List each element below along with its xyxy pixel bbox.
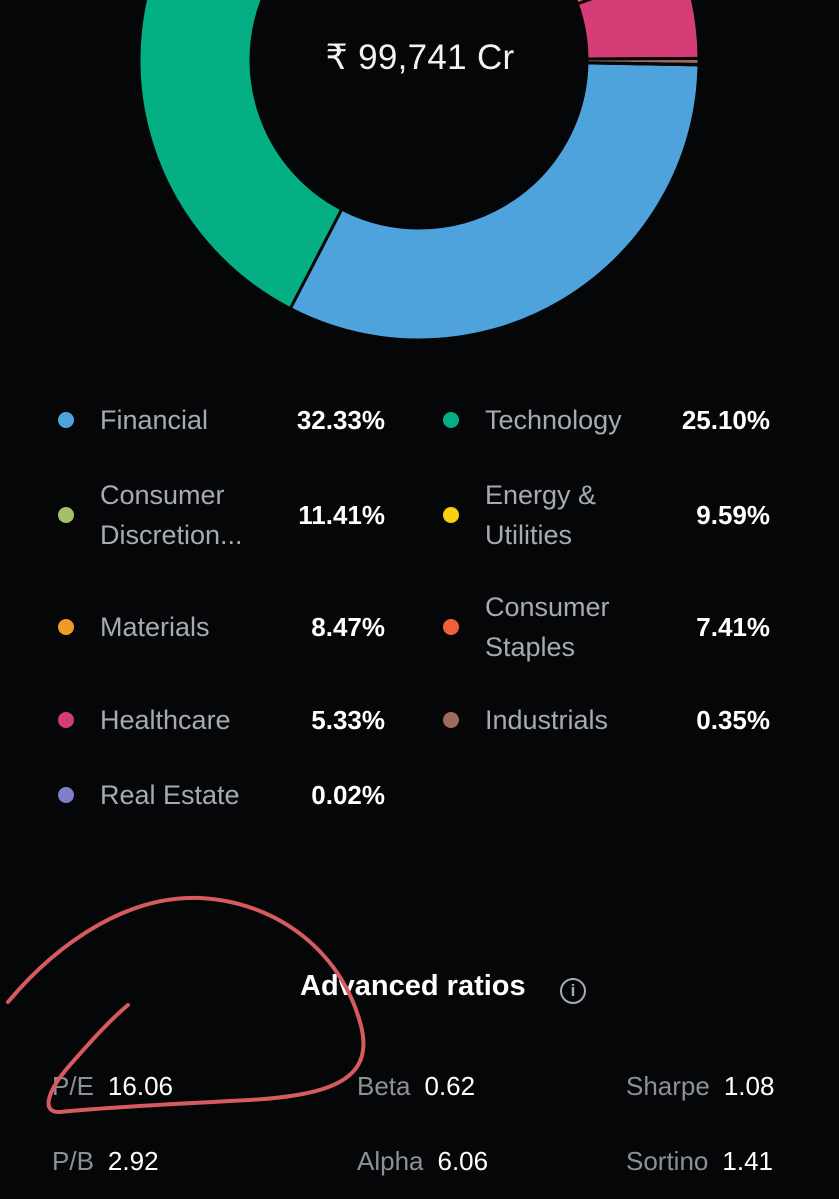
sector-donut-chart: ₹ 99,741 Cr <box>0 0 839 360</box>
ratio-sharpe: Sharpe 1.08 <box>626 1068 774 1104</box>
legend-name-line-1: Consumer <box>100 480 225 510</box>
ratio-alpha: Alpha 6.06 <box>357 1143 488 1179</box>
legend-item-real-estate: Real Estate 0.02% <box>58 775 418 855</box>
legend-name: Energy & Utilities <box>485 475 660 555</box>
ratio-label: Sharpe <box>626 1071 710 1101</box>
ratio-label: Sortino <box>626 1146 709 1176</box>
legend-dot <box>443 412 459 428</box>
legend-name: Consumer Discretion... <box>100 475 265 555</box>
legend-pct: 5.33% <box>311 705 385 735</box>
donut-slice-technology <box>137 0 344 311</box>
donut-total-value: ₹ 99,741 Cr <box>325 38 515 77</box>
legend-item-financial: Financial 32.33% <box>58 400 418 480</box>
legend-name: Industrials <box>485 705 609 735</box>
legend-name-line-1: Consumer <box>485 592 610 622</box>
legend-name-line-2: Staples <box>485 632 576 662</box>
ratio-value: 1.41 <box>722 1146 773 1176</box>
legend-item-industrials: Industrials 0.35% <box>443 700 803 780</box>
legend-name: Materials <box>100 612 210 642</box>
ratio-pb: P/B 2.92 <box>52 1143 159 1179</box>
legend-dot <box>58 787 74 803</box>
legend-item-consumer-discretionary: Consumer Discretion... 11.41% <box>58 475 418 555</box>
legend-pct: 8.47% <box>311 612 385 642</box>
legend-name-line-2: Utilities <box>485 520 573 550</box>
legend-item-technology: Technology 25.10% <box>443 400 803 480</box>
ratio-value: 16.06 <box>107 1071 173 1101</box>
donut-svg <box>137 0 701 342</box>
legend-pct: 9.59% <box>696 500 770 530</box>
ratio-label: Alpha <box>357 1146 424 1176</box>
legend-name: Consumer Staples <box>485 587 660 667</box>
legend-name: Healthcare <box>100 705 231 735</box>
ratio-value: 6.06 <box>437 1146 489 1176</box>
ratio-pe: P/E 16.06 <box>52 1068 173 1104</box>
legend-dot <box>443 619 459 635</box>
legend-dot <box>58 412 74 428</box>
ratio-value: 2.92 <box>107 1146 159 1176</box>
legend-pct: 25.10% <box>681 405 770 435</box>
donut-slice-financial <box>288 61 701 342</box>
ratio-value: 1.08 <box>723 1071 775 1101</box>
donut-slice-real-estate <box>585 61 701 67</box>
legend-item-healthcare: Healthcare 5.33% <box>58 700 418 780</box>
legend-pct: 0.02% <box>311 780 385 810</box>
ratio-value: 0.62 <box>424 1071 476 1101</box>
legend-pct: 11.41% <box>298 500 385 530</box>
legend-name: Real Estate <box>100 780 240 810</box>
legend-dot <box>58 712 74 728</box>
advanced-ratios-title: Advanced ratios <box>300 970 526 1002</box>
ratio-beta: Beta 0.62 <box>357 1068 475 1104</box>
legend-item-energy-utilities: Energy & Utilities 9.59% <box>443 475 803 555</box>
legend-pct: 7.41% <box>696 612 770 642</box>
legend-name-line-2: Discretion... <box>100 520 243 550</box>
ratio-sortino: Sortino 1.41 <box>626 1143 773 1179</box>
legend-dot <box>443 712 459 728</box>
legend-name: Technology <box>485 405 622 435</box>
ratio-label: P/E <box>52 1071 94 1101</box>
legend-pct: 32.33% <box>296 405 385 435</box>
ratio-label: Beta <box>357 1071 411 1101</box>
legend-dot <box>443 507 459 523</box>
legend-name: Financial <box>100 405 209 435</box>
legend-item-materials: Materials 8.47% <box>58 587 418 667</box>
donut-slice-healthcare <box>575 0 701 61</box>
legend-name-line-1: Energy & <box>485 480 597 510</box>
info-icon[interactable]: i <box>560 978 586 1004</box>
ratio-label: P/B <box>52 1146 94 1176</box>
legend-item-consumer-staples: Consumer Staples 7.41% <box>443 587 803 667</box>
legend-pct: 0.35% <box>696 705 770 735</box>
legend-dot <box>58 507 74 523</box>
legend-dot <box>58 619 74 635</box>
